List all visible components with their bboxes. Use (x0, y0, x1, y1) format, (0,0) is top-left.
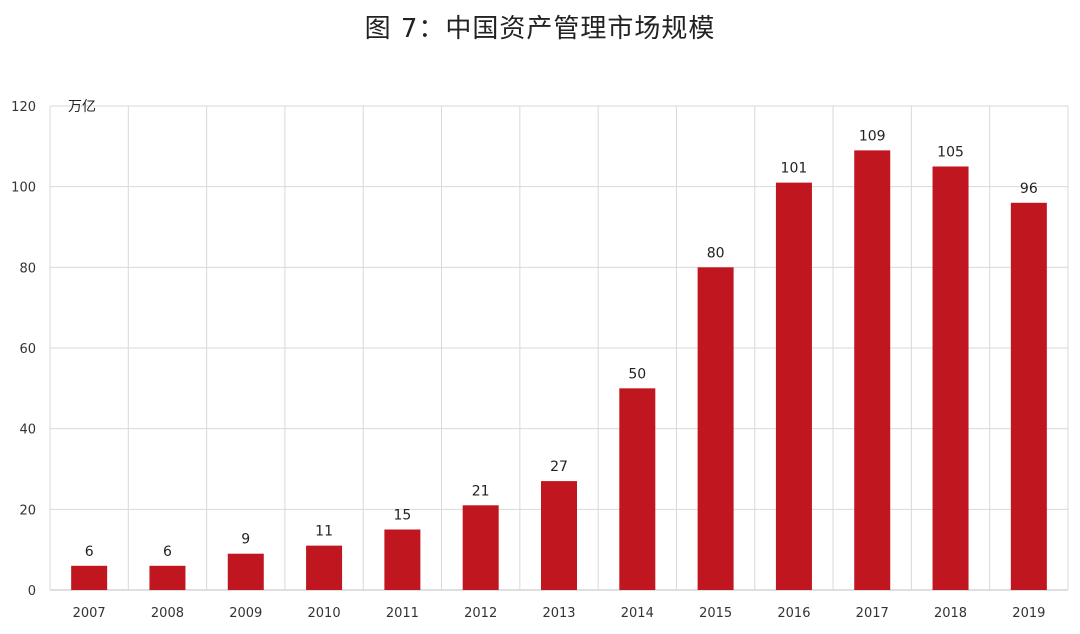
y-tick-label: 0 (28, 584, 36, 599)
bar (1010, 202, 1047, 591)
y-tick-label: 60 (19, 342, 36, 357)
data-label: 9 (241, 532, 250, 548)
bar (619, 388, 656, 590)
bar (462, 505, 499, 590)
gridlines (49, 105, 1069, 591)
x-tick-label: 2018 (934, 606, 967, 621)
bars (71, 150, 1047, 591)
data-label: 80 (707, 245, 725, 261)
x-tick-label: 2017 (856, 606, 889, 621)
data-label: 109 (859, 128, 886, 144)
x-axis: 2007 2008 2009 2010 2011 2012 2013 2014 2015 2016… (73, 606, 1046, 621)
bar (384, 529, 421, 590)
y-tick-label: 40 (19, 423, 36, 438)
bar (932, 166, 969, 590)
chart-title: 图 7：中国资产管理市场规模 (364, 14, 716, 44)
data-label: 101 (781, 161, 808, 177)
data-label: 6 (163, 544, 172, 560)
bar (149, 565, 186, 590)
bar (854, 150, 891, 590)
x-tick-label: 2015 (699, 606, 732, 621)
x-tick-label: 2007 (73, 606, 106, 621)
bar (697, 267, 734, 590)
x-tick-label: 2012 (464, 606, 497, 621)
data-label: 96 (1020, 181, 1038, 197)
data-label: 105 (937, 145, 964, 161)
y-axis-unit-label: 万亿 (68, 99, 96, 115)
data-label: 27 (550, 459, 568, 475)
data-label: 6 (85, 544, 94, 560)
data-label: 11 (315, 524, 333, 540)
y-tick-label: 120 (11, 100, 36, 115)
x-tick-label: 2019 (1012, 606, 1045, 621)
y-axis: 0 20 40 60 80 100 120 (11, 100, 36, 599)
data-label: 15 (393, 508, 411, 524)
x-tick-label: 2009 (229, 606, 262, 621)
y-tick-label: 100 (11, 181, 36, 196)
data-label: 21 (472, 483, 490, 499)
data-label: 50 (628, 366, 646, 382)
x-tick-label: 2016 (777, 606, 810, 621)
x-tick-label: 2014 (621, 606, 654, 621)
data-labels: 6 6 9 11 15 21 27 50 80 101 109 105 96 (85, 128, 1038, 559)
y-tick-label: 80 (19, 261, 36, 276)
x-tick-label: 2011 (386, 606, 419, 621)
x-tick-label: 2010 (308, 606, 341, 621)
bar (306, 545, 343, 590)
x-tick-label: 2008 (151, 606, 184, 621)
bar (775, 182, 812, 590)
bar (541, 481, 577, 590)
y-tick-label: 20 (19, 503, 36, 518)
bar (227, 553, 264, 590)
x-tick-label: 2013 (542, 606, 575, 621)
bar (71, 565, 108, 590)
